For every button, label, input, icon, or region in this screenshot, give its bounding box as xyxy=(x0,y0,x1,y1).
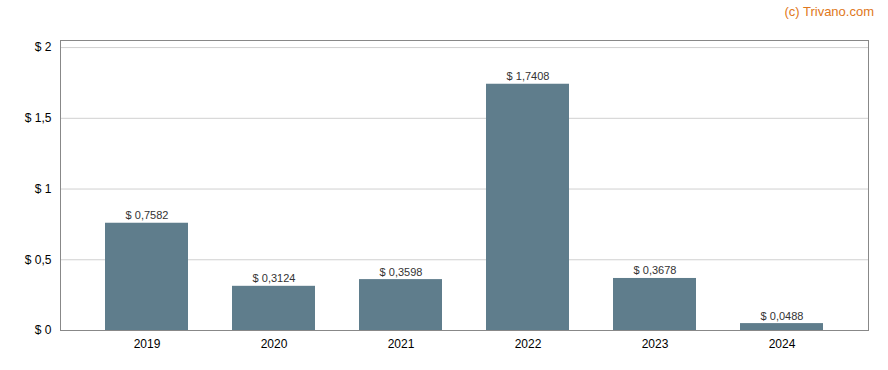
svg-text:2019: 2019 xyxy=(134,337,161,351)
svg-text:$ 2: $ 2 xyxy=(35,40,52,54)
svg-text:2024: 2024 xyxy=(769,337,796,351)
svg-text:$ 0,3124: $ 0,3124 xyxy=(253,272,296,284)
svg-text:$ 0,7582: $ 0,7582 xyxy=(126,209,169,221)
svg-text:2021: 2021 xyxy=(388,337,415,351)
svg-text:2020: 2020 xyxy=(261,337,288,351)
svg-text:$ 0,3678: $ 0,3678 xyxy=(634,264,677,276)
svg-text:$ 0: $ 0 xyxy=(35,323,52,337)
svg-text:2022: 2022 xyxy=(515,337,542,351)
svg-text:$ 0,5: $ 0,5 xyxy=(25,253,52,267)
svg-text:$ 1,7408: $ 1,7408 xyxy=(507,70,550,82)
svg-text:$ 0,3598: $ 0,3598 xyxy=(380,266,423,278)
svg-text:2023: 2023 xyxy=(642,337,669,351)
svg-text:$ 0,0488: $ 0,0488 xyxy=(761,310,804,322)
svg-text:$ 1,5: $ 1,5 xyxy=(25,111,52,125)
svg-text:$ 1: $ 1 xyxy=(35,182,52,196)
html-text:(c) Trivano.com: (c) Trivano.com xyxy=(784,4,874,19)
